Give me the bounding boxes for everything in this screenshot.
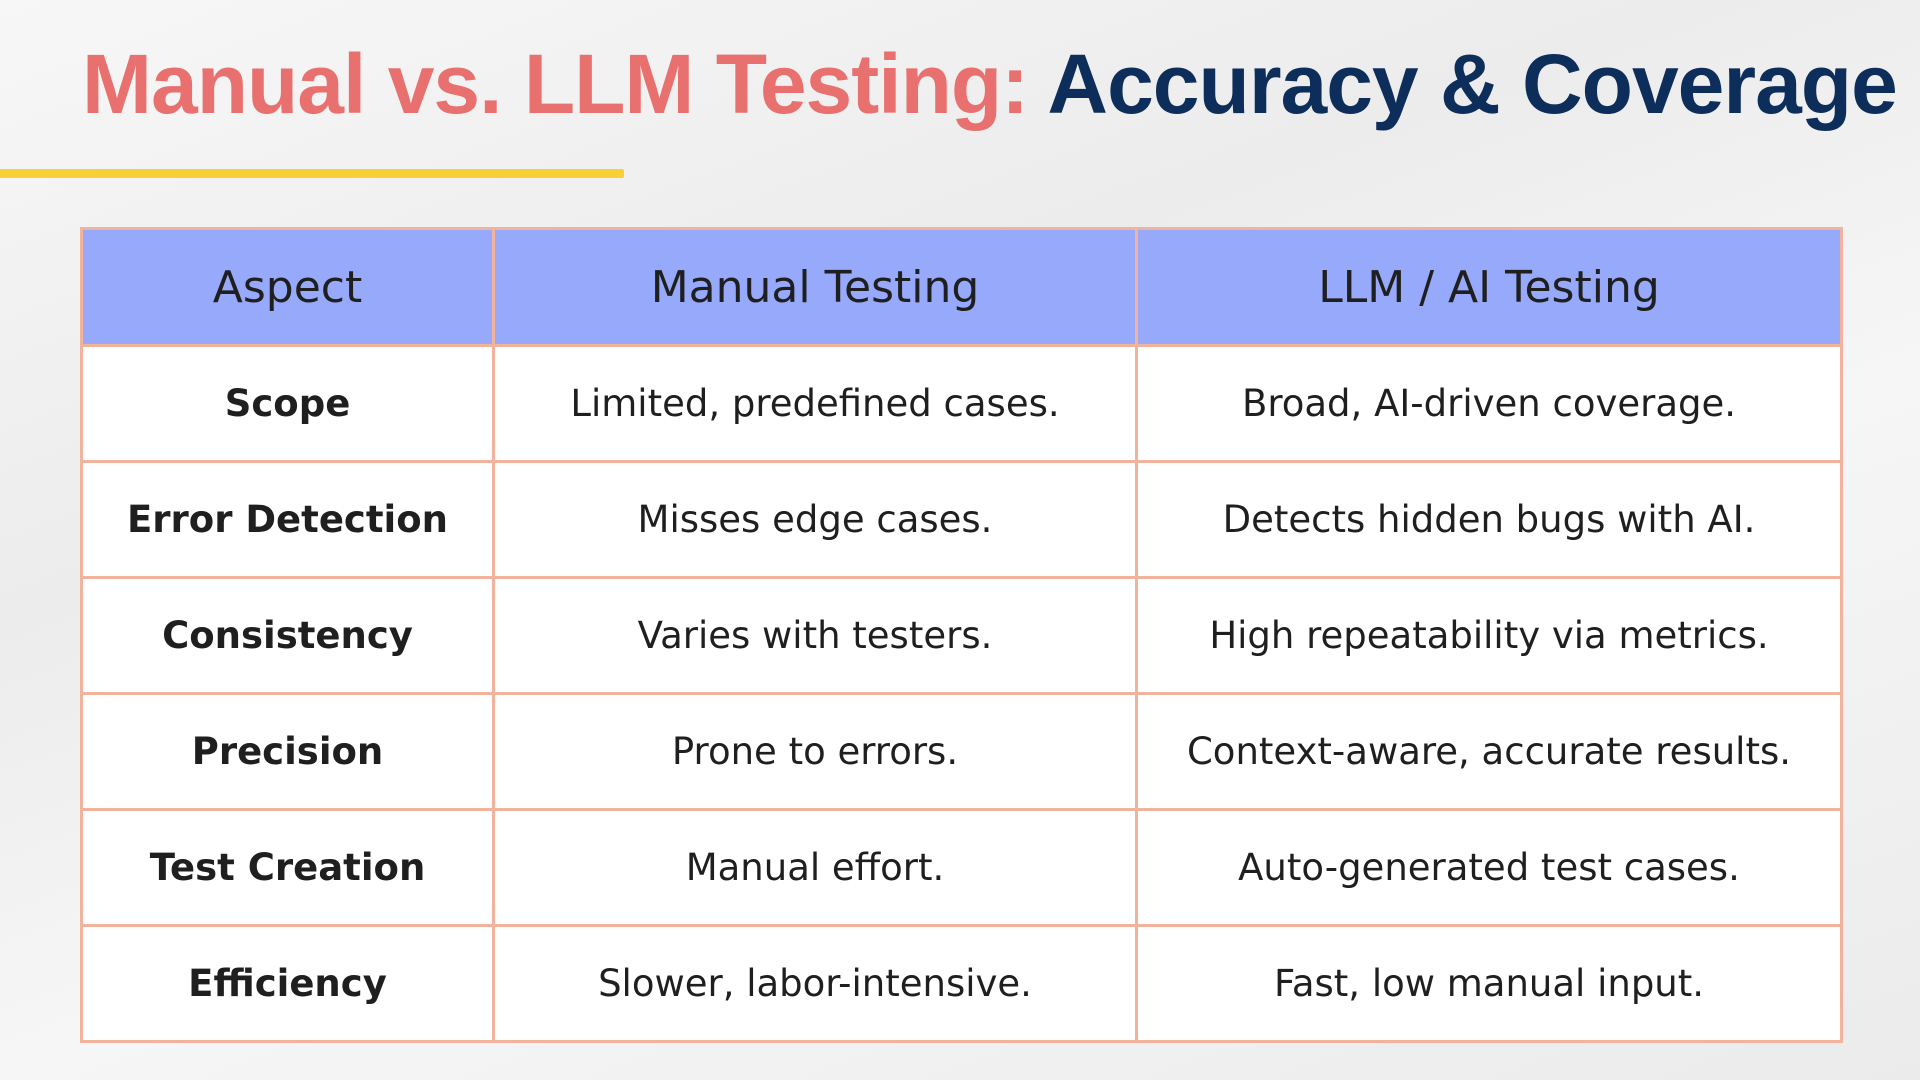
row-manual-cell: Slower, labor-intensive.	[492, 924, 1138, 1043]
row-aspect-cell: Consistency	[80, 576, 495, 695]
row-aspect-cell: Test Creation	[80, 808, 495, 927]
slide-title: Manual vs. LLM Testing: Accuracy & Cover…	[82, 37, 1898, 131]
table-row: Error Detection Misses edge cases. Detec…	[80, 460, 1843, 579]
row-llm-cell: Fast, low manual input.	[1135, 924, 1843, 1043]
header-llm-ai-testing: LLM / AI Testing	[1135, 227, 1843, 347]
row-manual-cell: Manual effort.	[492, 808, 1138, 927]
row-manual-cell: Prone to errors.	[492, 692, 1138, 811]
row-aspect-cell: Precision	[80, 692, 495, 811]
row-llm-cell: High repeatability via metrics.	[1135, 576, 1843, 695]
table-header-row: Aspect Manual Testing LLM / AI Testing	[80, 227, 1843, 347]
comparison-table: Aspect Manual Testing LLM / AI Testing S…	[80, 227, 1843, 1043]
row-llm-cell: Detects hidden bugs with AI.	[1135, 460, 1843, 579]
header-manual-testing: Manual Testing	[492, 227, 1138, 347]
title-accuracy-coverage: Accuracy & Coverage	[1047, 37, 1897, 131]
row-manual-cell: Varies with testers.	[492, 576, 1138, 695]
row-manual-cell: Misses edge cases.	[492, 460, 1138, 579]
table-row: Efficiency Slower, labor-intensive. Fast…	[80, 924, 1843, 1043]
table-row: Test Creation Manual effort. Auto-genera…	[80, 808, 1843, 927]
table-row: Consistency Varies with testers. High re…	[80, 576, 1843, 695]
header-aspect: Aspect	[80, 227, 495, 347]
title-manual-vs-llm: Manual vs. LLM Testing:	[82, 37, 1029, 131]
row-aspect-cell: Efficiency	[80, 924, 495, 1043]
row-llm-cell: Broad, AI-driven coverage.	[1135, 344, 1843, 463]
table-row: Precision Prone to errors. Context-aware…	[80, 692, 1843, 811]
title-underline	[0, 169, 624, 178]
row-llm-cell: Context-aware, accurate results.	[1135, 692, 1843, 811]
row-aspect-cell: Scope	[80, 344, 495, 463]
row-llm-cell: Auto-generated test cases.	[1135, 808, 1843, 927]
row-manual-cell: Limited, predefined cases.	[492, 344, 1138, 463]
table-row: Scope Limited, predefined cases. Broad, …	[80, 344, 1843, 463]
row-aspect-cell: Error Detection	[80, 460, 495, 579]
comparison-table-container: Aspect Manual Testing LLM / AI Testing S…	[80, 227, 1843, 1043]
